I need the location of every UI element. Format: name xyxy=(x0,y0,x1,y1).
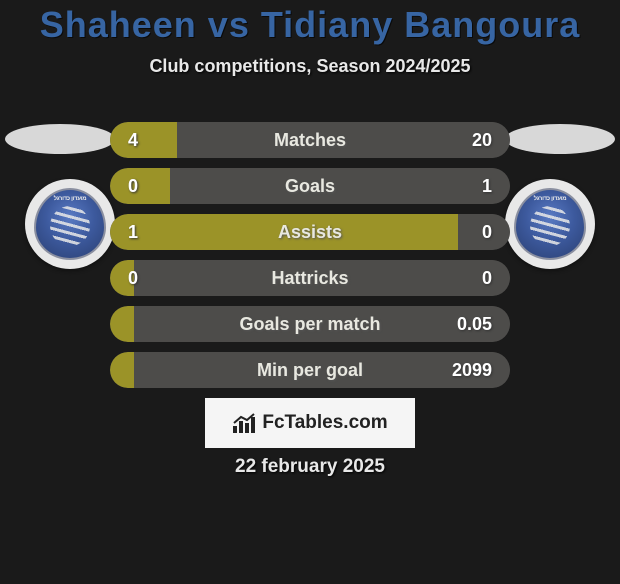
page-title: Shaheen vs Tidiany Bangoura xyxy=(0,4,620,46)
stat-bars: Matches420Goals01Assists10Hattricks00Goa… xyxy=(110,122,510,398)
stat-row: Min per goal2099 xyxy=(110,352,510,388)
stat-row: Hattricks0 0 xyxy=(110,260,510,296)
stat-value-right: 0.05 xyxy=(457,306,492,342)
stat-label: Assists xyxy=(110,214,510,250)
date-line: 22 february 2025 xyxy=(0,456,620,478)
stat-label: Hattricks xyxy=(110,260,510,296)
stat-value-right: 0 xyxy=(482,214,492,250)
stat-label: Min per goal xyxy=(110,352,510,388)
brand-chart-icon xyxy=(232,412,258,434)
stat-row: Assists1 0 xyxy=(110,214,510,250)
stat-row: Goals0 1 xyxy=(110,168,510,204)
brand-box: FcTables.com xyxy=(205,398,415,448)
stat-label: Goals per match xyxy=(110,306,510,342)
stat-value-left: 0 xyxy=(128,260,138,296)
stat-value-right: 20 xyxy=(472,122,492,158)
badge-text-right: מועדון כדורגל xyxy=(516,196,584,202)
stat-value-left: 0 xyxy=(128,168,138,204)
stat-value-right: 1 xyxy=(482,168,492,204)
player-photo-placeholder-right xyxy=(505,124,615,154)
club-badge-left: מועדון כדורגל xyxy=(25,179,115,269)
brand-text: FcTables.com xyxy=(262,412,387,434)
page-subtitle: Club competitions, Season 2024/2025 xyxy=(0,56,620,77)
stat-row: Goals per match0.05 xyxy=(110,306,510,342)
stat-value-right: 0 xyxy=(482,260,492,296)
player-photo-placeholder-left xyxy=(5,124,115,154)
stat-label: Goals xyxy=(110,168,510,204)
stat-value-right: 2099 xyxy=(452,352,492,388)
badge-text-left: מועדון כדורגל xyxy=(36,196,104,202)
stat-value-left: 1 xyxy=(128,214,138,250)
stat-value-left: 4 xyxy=(128,122,138,158)
stat-label: Matches xyxy=(110,122,510,158)
club-badge-right: מועדון כדורגל xyxy=(505,179,595,269)
stat-row: Matches4 20 xyxy=(110,122,510,158)
